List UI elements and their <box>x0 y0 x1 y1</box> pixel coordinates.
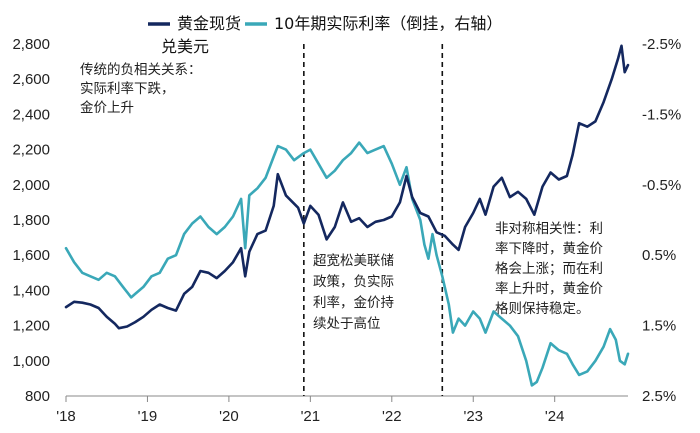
axes: '18 '19 '20 '21 '22 '23 '24 800 1,000 1,200 1,400 1… <box>12 36 681 425</box>
right-y-tick-label: 0.5% <box>642 247 676 264</box>
series-line-real-rate <box>64 141 630 387</box>
left-y-tick-label: 1,600 <box>12 247 50 264</box>
annotation-asymmetric-correlation: 非对称相关性：利 率下降时，黄金价 格会上涨；而在利 率上升时，黄金价 格则保持… <box>495 221 603 317</box>
right-y-tick-label: 1.5% <box>642 318 676 335</box>
annotation-line: 非对称相关性：利 <box>495 221 603 237</box>
left-y-tick-label: 800 <box>25 388 50 405</box>
x-tick-label: '20 <box>219 408 239 425</box>
x-tick-label: '22 <box>382 408 402 425</box>
legend-label-real-rate: 10年期实际利率（倒挂，右轴） <box>274 14 502 33</box>
left-y-tick-label: 1,000 <box>12 353 50 370</box>
series-lines <box>64 44 630 387</box>
annotation-line: 格则保持稳定。 <box>495 301 590 317</box>
annotation-line: 格会上涨；而在利 <box>495 261 603 277</box>
right-y-tick-label: -0.5% <box>642 177 681 194</box>
left-y-tick-label: 2,800 <box>12 36 50 53</box>
annotation-line: 传统的负相关关系： <box>80 62 202 78</box>
annotation-traditional-correlation: 传统的负相关关系： 实际利率下跌， 金价上升 <box>80 62 202 116</box>
annotation-line: 金价上升 <box>80 100 134 116</box>
legend-label-gold-line2: 兑美元 <box>161 37 209 56</box>
annotation-line: 利率，金价持 <box>313 294 394 311</box>
right-y-tick-label: -2.5% <box>642 36 681 53</box>
annotation-line: 政策，负实际 <box>313 273 394 290</box>
x-tick-label: '21 <box>301 408 321 425</box>
annotation-line: 率下降时，黄金价 <box>495 240 603 257</box>
x-tick-label: '24 <box>545 408 565 425</box>
left-y-tick-label: 2,400 <box>12 106 50 123</box>
left-y-tick-label: 2,600 <box>12 71 50 88</box>
annotation-fed-policy: 超宽松美联储 政策，负实际 利率，金价持 续处于高位 <box>313 252 394 332</box>
left-y-tick-label: 1,800 <box>12 212 50 229</box>
right-y-tick-label: 2.5% <box>642 388 676 405</box>
annotation-line: 实际利率下跌， <box>80 80 175 97</box>
series-line-gold-price <box>64 44 630 330</box>
x-tick-label: '18 <box>56 408 76 425</box>
annotation-line: 超宽松美联储 <box>313 252 394 269</box>
x-tick-label: '19 <box>138 408 158 425</box>
left-y-tick-label: 1,400 <box>12 282 50 299</box>
annotation-line: 续处于高位 <box>313 315 381 332</box>
left-y-tick-label: 1,200 <box>12 318 50 335</box>
annotation-line: 率上升时，黄金价 <box>495 280 603 297</box>
left-y-tick-label: 2,200 <box>12 142 50 159</box>
legend: 黄金现货 兑美元 10年期实际利率（倒挂，右轴） <box>148 14 502 56</box>
right-y-tick-label: -1.5% <box>642 106 681 123</box>
x-tick-label: '23 <box>463 408 483 425</box>
legend-label-gold-line1: 黄金现货 <box>177 14 241 33</box>
left-y-tick-label: 2,000 <box>12 177 50 194</box>
